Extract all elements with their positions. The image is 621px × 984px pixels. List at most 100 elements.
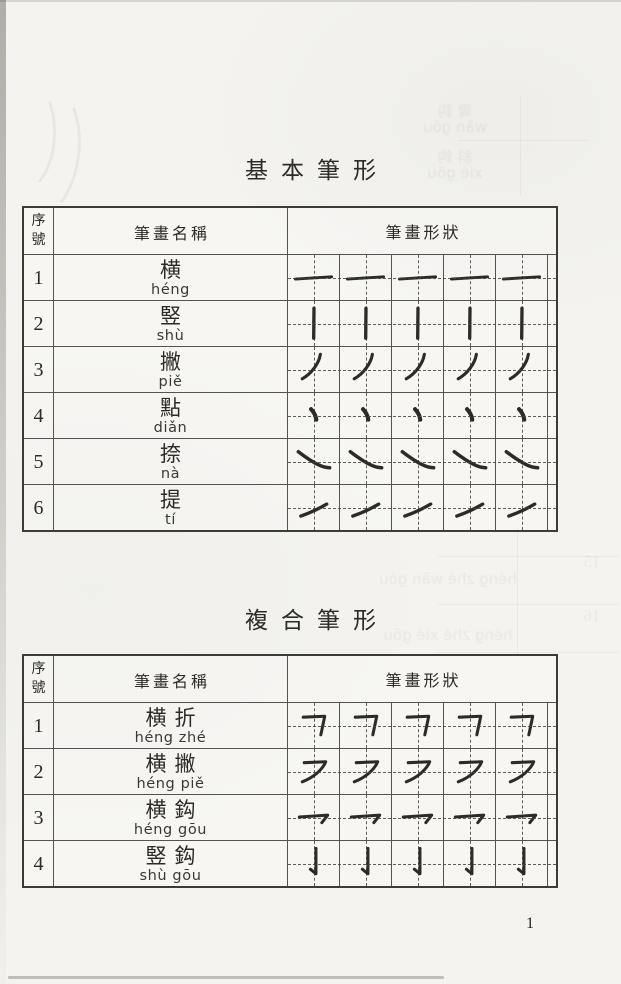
henggou-stroke-glyph bbox=[349, 813, 382, 825]
practice-square bbox=[496, 749, 548, 794]
shu-stroke-glyph bbox=[364, 306, 368, 340]
practice-square bbox=[444, 393, 496, 438]
dian-stroke-glyph bbox=[465, 407, 475, 422]
dian-stroke-glyph bbox=[413, 407, 423, 422]
stroke-shape-cell bbox=[288, 749, 556, 794]
practice-square bbox=[392, 301, 444, 346]
stroke-hanzi: 點 bbox=[160, 396, 181, 420]
practice-square bbox=[392, 703, 444, 748]
index-header-line: 序 bbox=[31, 214, 46, 229]
practice-square bbox=[392, 255, 444, 300]
stroke-hanzi: 竪 bbox=[160, 304, 181, 328]
shugou-stroke-glyph bbox=[464, 846, 474, 876]
shape-cell-tail bbox=[548, 347, 556, 392]
page-number: 1 bbox=[526, 915, 534, 932]
stroke-pinyin: héng gōu bbox=[133, 822, 208, 838]
stroke-pinyin: héng piě bbox=[136, 776, 205, 792]
heng-stroke-glyph bbox=[397, 275, 438, 281]
stroke-hanzi: 提 bbox=[160, 488, 181, 512]
practice-square bbox=[340, 439, 392, 484]
table-row: 5 捺 nà bbox=[24, 438, 556, 484]
shape-cell-tail bbox=[548, 393, 556, 438]
ghost-grid-line bbox=[517, 528, 518, 656]
practice-square bbox=[392, 347, 444, 392]
ti-stroke-glyph bbox=[299, 502, 329, 518]
hengzhe-stroke-glyph bbox=[301, 714, 327, 737]
index-column-header: 序號 bbox=[24, 656, 54, 702]
stroke-hanzi: 横折 bbox=[145, 706, 204, 730]
table-row: 1 横折 héng zhé bbox=[24, 702, 556, 748]
practice-square bbox=[288, 841, 340, 886]
stroke-shape-cell bbox=[288, 347, 556, 392]
section-title-basic-strokes: 基本筆形 bbox=[245, 158, 389, 183]
stroke-name-cell: 横 héng bbox=[54, 255, 288, 300]
ti-stroke-glyph bbox=[455, 502, 485, 518]
table-row: 3 撇 piě bbox=[24, 346, 556, 392]
practice-square bbox=[288, 795, 340, 840]
index-column-header: 序號 bbox=[24, 208, 54, 254]
na-stroke-glyph bbox=[296, 449, 332, 470]
stroke-shape-cell bbox=[288, 841, 556, 886]
basic-strokes-table: 序號筆畫名稱 筆畫形狀 1 横 héng 2 竪 shù 3 撇 piě 4 點 diǎn 5 捺 nà 6 提 tí bbox=[22, 206, 558, 532]
table-row: 4 點 diǎn bbox=[24, 392, 556, 438]
stroke-shape-cell bbox=[288, 393, 556, 438]
na-stroke-glyph bbox=[504, 449, 540, 470]
row-index: 2 bbox=[24, 749, 54, 794]
stroke-hanzi: 竪鈎 bbox=[145, 844, 204, 868]
stroke-shape-cell bbox=[288, 485, 556, 530]
table-header-row: 序號筆畫名稱 筆畫形狀 bbox=[24, 208, 556, 254]
shugou-stroke-glyph bbox=[412, 846, 422, 876]
scan-bottom-edge-line bbox=[8, 976, 444, 979]
stroke-pinyin: piě bbox=[158, 374, 183, 390]
table-header-row: 序號筆畫名稱 筆畫形狀 bbox=[24, 656, 556, 702]
stroke-pinyin: shù bbox=[156, 328, 185, 344]
stroke-shape-cell bbox=[288, 703, 556, 748]
practice-square bbox=[496, 703, 548, 748]
practice-square bbox=[340, 841, 392, 886]
practice-square bbox=[340, 485, 392, 530]
row-index: 5 bbox=[24, 439, 54, 484]
stroke-shape-column-header: 筆畫形狀 bbox=[385, 225, 462, 242]
practice-square bbox=[496, 439, 548, 484]
dian-stroke-glyph bbox=[309, 407, 319, 422]
row-index: 2 bbox=[24, 301, 54, 346]
practice-square bbox=[444, 485, 496, 530]
practice-square bbox=[392, 795, 444, 840]
heng-stroke-glyph bbox=[501, 275, 542, 281]
practice-square bbox=[444, 347, 496, 392]
practice-square bbox=[340, 347, 392, 392]
henggou-stroke-glyph bbox=[505, 813, 538, 825]
stroke-name-cell: 横鈎 héng gōu bbox=[54, 795, 288, 840]
practice-square bbox=[288, 485, 340, 530]
practice-square bbox=[288, 749, 340, 794]
hengzhe-stroke-glyph bbox=[509, 714, 535, 737]
table-row: 2 横撇 héng piě bbox=[24, 748, 556, 794]
row-index: 3 bbox=[24, 795, 54, 840]
stroke-name-cell: 竪鈎 shù gōu bbox=[54, 841, 288, 886]
shugou-stroke-glyph bbox=[516, 846, 526, 876]
ghost-text-fragment: 彎 鈎 bbox=[437, 102, 473, 120]
pie-stroke-glyph bbox=[352, 352, 374, 381]
table-row: 1 横 héng bbox=[24, 254, 556, 300]
hengzhe-stroke-glyph bbox=[457, 714, 483, 737]
row-index: 3 bbox=[24, 347, 54, 392]
stroke-name-cell: 提 tí bbox=[54, 485, 288, 530]
practice-square bbox=[340, 703, 392, 748]
stroke-pinyin: héng zhé bbox=[134, 730, 207, 746]
stroke-shape-cell bbox=[288, 255, 556, 300]
practice-square bbox=[288, 703, 340, 748]
hengzhe-stroke-glyph bbox=[353, 714, 379, 737]
practice-square bbox=[340, 795, 392, 840]
hengzhe-stroke-glyph bbox=[405, 714, 431, 737]
shu-stroke-glyph bbox=[520, 306, 524, 340]
row-index: 4 bbox=[24, 841, 54, 886]
practice-square bbox=[392, 749, 444, 794]
row-index: 1 bbox=[24, 703, 54, 748]
practice-square bbox=[288, 393, 340, 438]
ghost-grid-line bbox=[438, 556, 618, 557]
pie-stroke-glyph bbox=[300, 352, 322, 381]
shu-stroke-glyph bbox=[468, 306, 472, 340]
ti-stroke-glyph bbox=[351, 502, 381, 518]
pie-stroke-glyph bbox=[456, 352, 478, 381]
